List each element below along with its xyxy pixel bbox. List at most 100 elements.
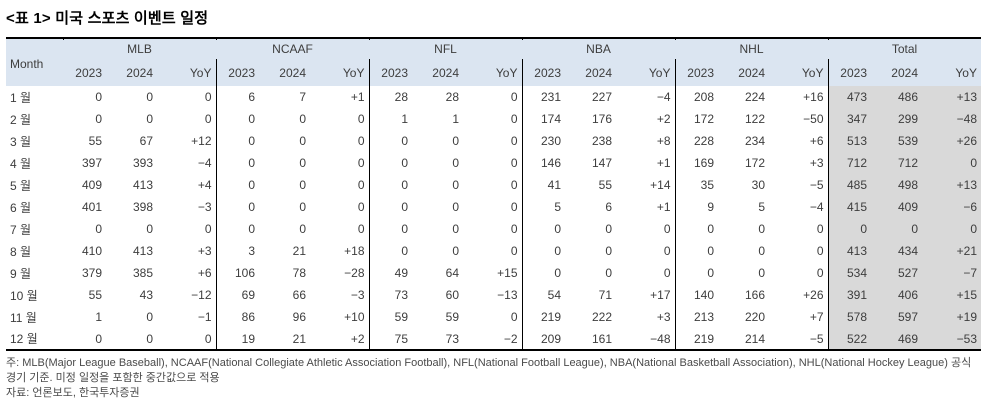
value-cell: 230 bbox=[521, 130, 573, 152]
value-cell: 1 bbox=[95, 310, 102, 324]
table-row: 3 월 55 67 +12 0 0 0 0 0 0 230 238 +8 228 234 +6 513 539 +2… bbox=[6, 130, 981, 152]
value-cell: +1 bbox=[656, 200, 671, 214]
value-cell: 539 bbox=[879, 130, 930, 152]
table-row: 1 월 0 0 0 6 7 +1 28 28 0 231 227 −4 208 224 +16 473 486 +1… bbox=[6, 86, 981, 108]
year-header: 2023 bbox=[827, 59, 879, 86]
value-cell: 5 bbox=[758, 200, 765, 214]
value-cell: 379 bbox=[81, 266, 102, 280]
month-cell: 8 월 bbox=[10, 244, 32, 259]
month-header: Month bbox=[6, 38, 63, 86]
value-cell: 0 bbox=[930, 218, 981, 240]
value-cell: −7 bbox=[930, 262, 981, 284]
value-cell: 712 bbox=[879, 152, 930, 174]
table-row: 11 월 1 0 −1 86 96 +10 59 59 0 219 222 +3 213 220 +7 578 5… bbox=[6, 306, 981, 328]
value-cell: 86 bbox=[215, 306, 267, 328]
year-header: 2023 bbox=[63, 59, 114, 86]
month-cell: 6 월 bbox=[10, 200, 32, 215]
value-cell: +21 bbox=[930, 240, 981, 262]
value-cell: 55 bbox=[88, 288, 102, 302]
value-cell: 0 bbox=[663, 222, 671, 236]
value-cell: +17 bbox=[650, 288, 671, 302]
month-cell: 7 월 bbox=[10, 222, 32, 237]
value-cell: 0 bbox=[146, 90, 153, 104]
value-cell: +15 bbox=[930, 284, 981, 306]
year-header: 2024 bbox=[114, 59, 165, 86]
value-cell: 0 bbox=[204, 112, 212, 126]
value-cell: 6 bbox=[605, 200, 612, 214]
value-cell: 227 bbox=[591, 90, 612, 104]
value-cell: 28 bbox=[368, 86, 420, 108]
table-row: 9 월 379 385 +6 106 78 −28 49 64 +15 0 0 0 0 0 0 534 527 −7 bbox=[6, 262, 981, 284]
value-cell: +18 bbox=[344, 244, 365, 258]
value-cell: 66 bbox=[292, 288, 306, 302]
value-cell: 73 bbox=[368, 284, 420, 306]
value-cell: −4 bbox=[197, 156, 212, 170]
value-cell: −48 bbox=[930, 108, 981, 130]
year-header: YoY bbox=[624, 59, 675, 86]
value-cell: +14 bbox=[650, 178, 671, 192]
table-row: 6 월 401 398 −3 0 0 0 0 0 0 5 6 +1 9 5 −4 415 409 −6 bbox=[6, 196, 981, 218]
value-cell: 0 bbox=[758, 244, 765, 258]
value-cell: +19 bbox=[930, 306, 981, 328]
value-cell: 6 bbox=[215, 86, 267, 108]
value-cell: −50 bbox=[803, 112, 824, 126]
value-cell: +1 bbox=[656, 156, 671, 170]
value-cell: 406 bbox=[879, 284, 930, 306]
value-cell: 54 bbox=[521, 284, 573, 306]
value-cell: 0 bbox=[299, 134, 306, 148]
value-cell: +1 bbox=[350, 90, 365, 104]
month-cell: 10 월 bbox=[10, 288, 38, 303]
header-year-row: 2023 2024 YoY 2023 2024 YoY 2023 2024 YoY 2023 202… bbox=[6, 59, 981, 86]
value-cell: 0 bbox=[299, 222, 306, 236]
value-cell: 415 bbox=[827, 196, 879, 218]
value-cell: 0 bbox=[827, 218, 879, 240]
value-cell: 96 bbox=[292, 310, 306, 324]
value-cell: 498 bbox=[879, 174, 930, 196]
value-cell: 413 bbox=[132, 244, 153, 258]
value-cell: 485 bbox=[827, 174, 879, 196]
value-cell: 398 bbox=[132, 200, 153, 214]
value-cell: 0 bbox=[215, 108, 267, 130]
value-cell: 0 bbox=[758, 266, 765, 280]
value-cell: 0 bbox=[521, 218, 573, 240]
value-cell: +2 bbox=[350, 331, 365, 346]
value-cell: 0 bbox=[758, 222, 765, 236]
value-cell: 35 bbox=[674, 174, 726, 196]
value-cell: 3 bbox=[215, 240, 267, 262]
value-cell: 0 bbox=[299, 178, 306, 192]
value-cell: 0 bbox=[674, 240, 726, 262]
value-cell: 299 bbox=[879, 108, 930, 130]
value-cell: 122 bbox=[744, 112, 765, 126]
value-cell: 214 bbox=[744, 331, 765, 346]
value-cell: −5 bbox=[809, 178, 824, 192]
group-header-nba: NBA bbox=[522, 38, 675, 59]
value-cell: 146 bbox=[521, 152, 573, 174]
value-cell: −5 bbox=[809, 331, 824, 346]
value-cell: 0 bbox=[510, 310, 518, 324]
year-header: 2023 bbox=[368, 59, 420, 86]
value-cell: 0 bbox=[452, 200, 459, 214]
value-cell: 409 bbox=[879, 196, 930, 218]
year-header: 2024 bbox=[420, 59, 471, 86]
value-cell: 5 bbox=[521, 196, 573, 218]
value-cell: 0 bbox=[368, 130, 420, 152]
value-cell: 55 bbox=[598, 178, 612, 192]
value-cell: 49 bbox=[368, 262, 420, 284]
value-cell: 597 bbox=[879, 306, 930, 328]
value-cell: +7 bbox=[809, 310, 824, 324]
value-cell: 0 bbox=[368, 152, 420, 174]
value-cell: 0 bbox=[215, 174, 267, 196]
value-cell: 0 bbox=[605, 244, 612, 258]
value-cell: 434 bbox=[879, 240, 930, 262]
value-cell: 166 bbox=[744, 288, 765, 302]
value-cell: 0 bbox=[368, 174, 420, 196]
value-cell: 385 bbox=[132, 266, 153, 280]
year-header: 2023 bbox=[674, 59, 726, 86]
value-cell: 238 bbox=[591, 134, 612, 148]
value-cell: 0 bbox=[816, 222, 824, 236]
report-page: <표 1> 미국 스포츠 이벤트 일정 Month MLB NCAAF NFL NBA N… bbox=[6, 10, 981, 399]
value-cell: 0 bbox=[368, 218, 420, 240]
value-cell: −6 bbox=[930, 196, 981, 218]
value-cell: 413 bbox=[827, 240, 879, 262]
